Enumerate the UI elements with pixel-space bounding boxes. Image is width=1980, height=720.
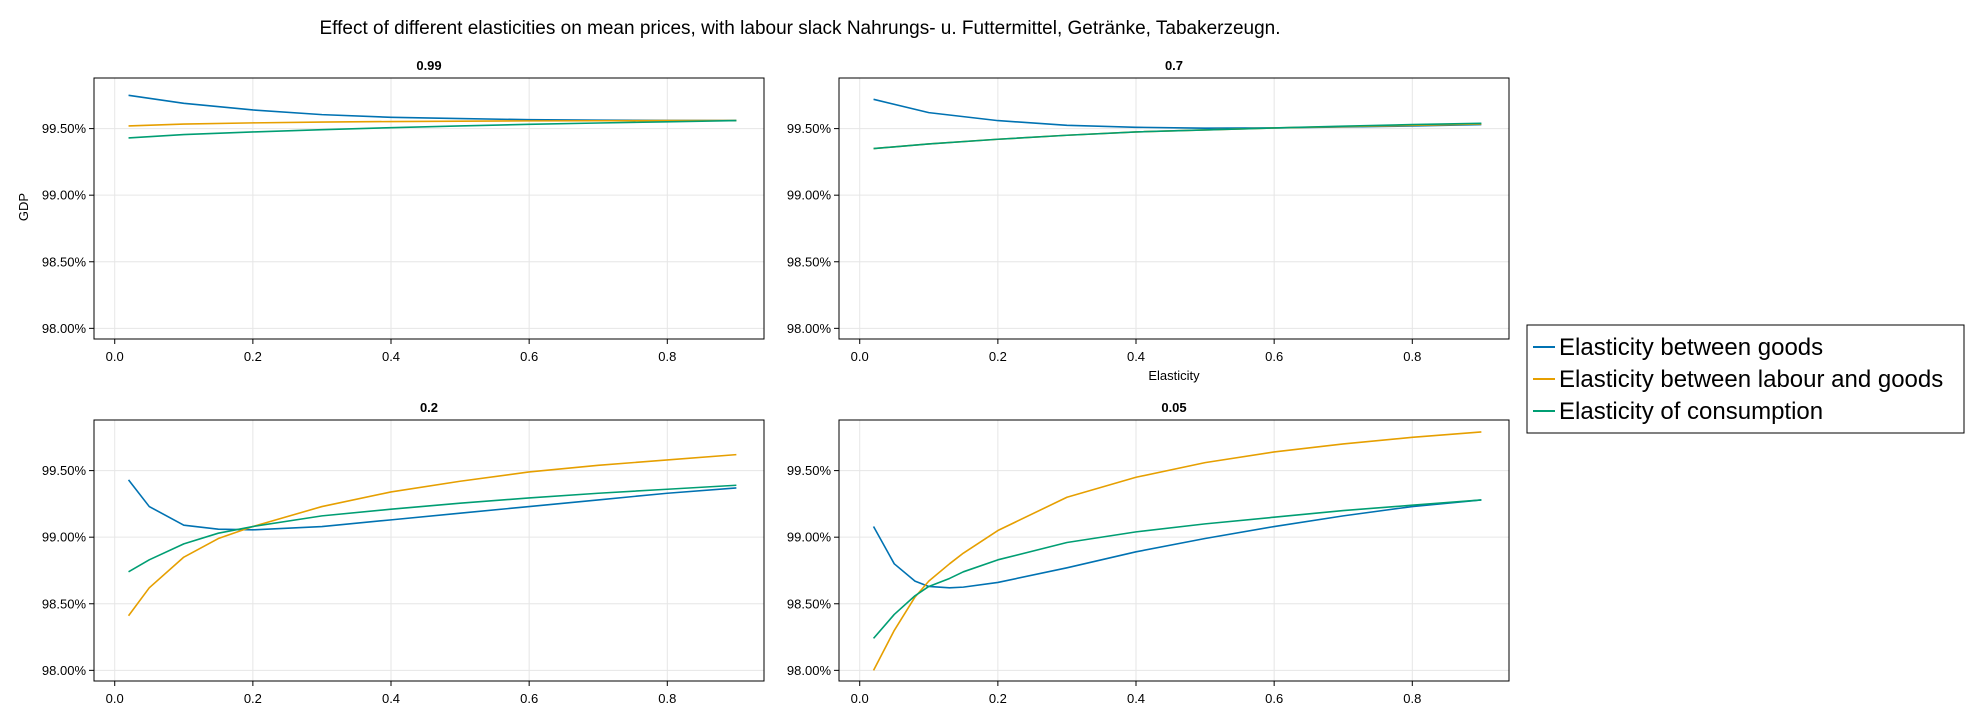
plot-frame xyxy=(93,77,765,340)
y-tick-label: 99.50% xyxy=(42,121,87,136)
x-tick-label: 0.8 xyxy=(1403,349,1421,364)
legend: Elasticity between goods Elasticity betwe… xyxy=(1526,324,1965,434)
legend-box xyxy=(1526,324,1965,434)
x-tick-label: 0.0 xyxy=(106,691,124,706)
legend-label: Elasticity between goods xyxy=(1559,334,1823,361)
y-tick-label: 99.50% xyxy=(787,121,832,136)
x-tick-label: 0.6 xyxy=(1265,349,1283,364)
x-tick-label: 0.0 xyxy=(851,349,869,364)
x-tick-label: 0.4 xyxy=(1127,691,1145,706)
y-tick-label: 98.00% xyxy=(787,321,832,336)
series-line-2 xyxy=(872,499,1482,639)
x-tick-label: 0.8 xyxy=(1403,691,1421,706)
panels: 0.0 0.2 0.4 0.6 0.8 98.00% 98.50% 99.00% 99.50% 0… xyxy=(42,58,1510,706)
y-tick-label: 98.50% xyxy=(787,254,832,269)
x-tick-label: 0.2 xyxy=(244,691,262,706)
x-tick-label: 0.0 xyxy=(106,349,124,364)
x-tick-label: 0.0 xyxy=(851,691,869,706)
x-tick-label: 0.6 xyxy=(520,349,538,364)
series-line-2 xyxy=(128,119,737,139)
series-line-2 xyxy=(128,484,737,573)
plot-frame xyxy=(93,419,765,682)
legend-label: Elasticity between labour and goods xyxy=(1559,366,1943,393)
y-axis-label: GDP xyxy=(16,193,31,221)
x-tick-label: 0.4 xyxy=(382,691,400,706)
panel-3: 0.0 0.2 0.4 0.6 0.8 98.00% 98.50% 99.00% 99.50% 0… xyxy=(787,400,1510,706)
x-tick-label: 0.8 xyxy=(658,349,676,364)
y-tick-label: 99.50% xyxy=(42,463,87,478)
x-tick-label: 0.4 xyxy=(1127,349,1145,364)
x-tick-label: 0.4 xyxy=(382,349,400,364)
y-tick-label: 98.00% xyxy=(42,321,87,336)
series-line-0 xyxy=(873,98,1482,129)
plot-frame xyxy=(838,77,1510,340)
series-line-1 xyxy=(872,431,1482,671)
y-tick-label: 99.00% xyxy=(42,188,87,203)
panel-1: 0.0 0.2 0.4 0.6 0.8 98.00% 98.50% 99.00% 99.50% 0… xyxy=(787,58,1510,364)
y-tick-label: 98.00% xyxy=(787,663,832,678)
x-tick-label: 0.2 xyxy=(989,349,1007,364)
x-tick-label: 0.8 xyxy=(658,691,676,706)
x-tick-label: 0.6 xyxy=(1265,691,1283,706)
subplot-title: 0.2 xyxy=(420,400,438,415)
series-line-0 xyxy=(872,499,1482,589)
x-tick-label: 0.2 xyxy=(989,691,1007,706)
y-tick-label: 98.50% xyxy=(42,254,87,269)
y-tick-label: 98.50% xyxy=(42,596,87,611)
panel-2: 0.0 0.2 0.4 0.6 0.8 98.00% 98.50% 99.00% 99.50% 0… xyxy=(42,400,765,706)
y-tick-label: 98.00% xyxy=(42,663,87,678)
series-line-0 xyxy=(127,479,737,531)
series-line-2 xyxy=(873,122,1482,150)
panel-0: 0.0 0.2 0.4 0.6 0.8 98.00% 98.50% 99.00% 99.50% 0… xyxy=(42,58,765,364)
x-tick-label: 0.6 xyxy=(520,691,538,706)
legend-label: Elasticity of consumption xyxy=(1559,398,1823,425)
y-tick-label: 98.50% xyxy=(787,596,832,611)
x-axis-label: Elasticity xyxy=(1148,368,1200,383)
figure-title: Effect of different elasticities on mean… xyxy=(319,18,1280,39)
plot-frame xyxy=(838,419,1510,682)
y-tick-label: 99.00% xyxy=(787,530,832,545)
y-tick-label: 99.00% xyxy=(787,188,832,203)
x-tick-label: 0.2 xyxy=(244,349,262,364)
subplot-title: 0.7 xyxy=(1165,58,1183,73)
series-line-1 xyxy=(128,119,737,127)
subplot-title: 0.99 xyxy=(416,58,441,73)
series-line-0 xyxy=(128,94,737,122)
y-tick-label: 99.00% xyxy=(42,530,87,545)
series-line-1 xyxy=(127,453,737,617)
subplot-title: 0.05 xyxy=(1161,400,1186,415)
y-tick-label: 99.50% xyxy=(787,463,832,478)
